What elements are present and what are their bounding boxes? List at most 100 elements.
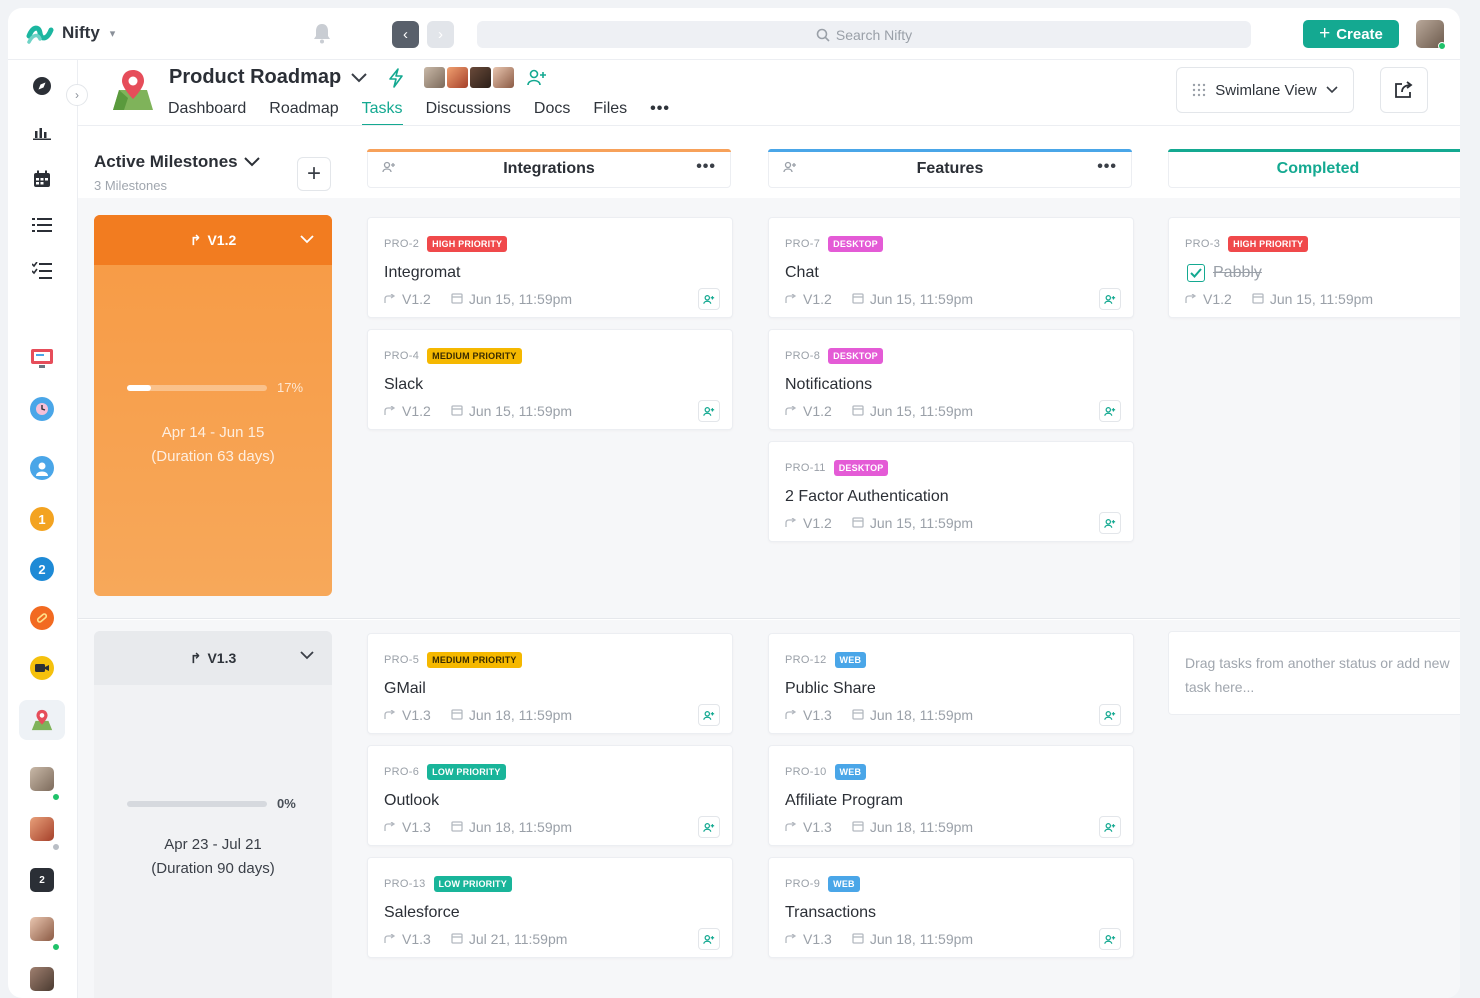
create-button[interactable]: + Create <box>1303 20 1399 48</box>
compass-icon[interactable] <box>30 74 54 98</box>
assign-user-icon[interactable] <box>698 288 720 310</box>
project-clock-icon[interactable] <box>30 397 54 421</box>
task-card[interactable]: PRO-13 LOW PRIORITY Salesforce V1.3 Jul 21, … <box>367 857 733 958</box>
tab-files[interactable]: Files <box>593 100 628 117</box>
task-title[interactable]: 2 Factor Authentication <box>785 488 949 505</box>
project-title[interactable]: Product Roadmap <box>169 66 367 89</box>
milestone-card-v13[interactable]: ↱ V1.3 0% Apr 23 - Jul 21 (Duration 90 d… <box>94 631 332 998</box>
list-icon[interactable] <box>30 213 54 237</box>
milestone-card-v12[interactable]: ↱ V1.2 17% Apr 14 - Jun 15 (Duration 63 … <box>94 215 332 596</box>
tab-roadmap[interactable]: Roadmap <box>269 100 339 117</box>
task-title[interactable]: Slack <box>384 376 424 393</box>
column-header-integrations[interactable]: Integrations ••• <box>367 149 731 188</box>
task-card[interactable]: PRO-7 DESKTOP Chat V1.2 Jun 15, 11:59pm <box>768 217 1134 318</box>
sidebar-expand-button[interactable]: › <box>66 84 88 106</box>
task-card[interactable]: PRO-10 WEB Affiliate Program V1.3 Jun 18, 11… <box>768 745 1134 846</box>
task-card[interactable]: PRO-2 HIGH PRIORITY Integromat V1.2 Jun 15, … <box>367 217 733 318</box>
task-card[interactable]: PRO-8 DESKTOP Notifications V1.2 Jun 15, 11:… <box>768 329 1134 430</box>
checklist-icon[interactable] <box>30 259 54 283</box>
reports-icon[interactable] <box>30 120 54 144</box>
workspace-switcher[interactable]: Nifty ▾ <box>26 20 115 46</box>
task-title[interactable]: Chat <box>785 264 819 281</box>
task-tag-badge[interactable]: LOW PRIORITY <box>433 876 512 892</box>
task-title[interactable]: Affiliate Program <box>785 792 903 809</box>
task-card[interactable]: PRO-11 DESKTOP 2 Factor Authentication V1.2… <box>768 441 1134 542</box>
completed-drop-zone[interactable]: Drag tasks from another status or add ne… <box>1168 631 1460 715</box>
member-avatar[interactable] <box>30 967 54 991</box>
tab-docs[interactable]: Docs <box>533 100 571 117</box>
task-tag-badge[interactable]: LOW PRIORITY <box>427 764 506 780</box>
automation-bolt-icon[interactable] <box>388 68 404 93</box>
chevron-down-icon[interactable] <box>300 647 314 663</box>
task-card[interactable]: PRO-9 WEB Transactions V1.3 Jun 18, 11:59pm <box>768 857 1134 958</box>
project-two-icon[interactable]: 2 <box>30 557 54 581</box>
member-avatars[interactable] <box>422 65 516 90</box>
search-input[interactable]: Search Nifty <box>477 21 1251 48</box>
assign-user-icon[interactable] <box>698 400 720 422</box>
member-avatar[interactable] <box>30 767 54 791</box>
member-avatar[interactable] <box>30 817 54 841</box>
column-header-completed[interactable]: Completed <box>1168 149 1460 188</box>
share-button[interactable] <box>1380 67 1428 113</box>
assign-user-icon[interactable] <box>1099 816 1121 838</box>
task-tag-badge[interactable]: HIGH PRIORITY <box>427 236 508 252</box>
task-card[interactable]: PRO-12 WEB Public Share V1.3 Jun 18, 11:59pm <box>768 633 1134 734</box>
task-title[interactable]: Transactions <box>785 904 876 921</box>
back-button[interactable]: ‹ <box>392 21 419 48</box>
assign-user-icon[interactable] <box>1099 288 1121 310</box>
task-tag-badge[interactable]: HIGH PRIORITY <box>1228 236 1309 252</box>
project-monitor-icon[interactable] <box>30 346 54 370</box>
task-title[interactable]: Pabbly <box>1213 264 1262 281</box>
task-title[interactable]: GMail <box>384 680 426 697</box>
calendar-icon[interactable] <box>30 167 54 191</box>
more-options-icon[interactable]: ••• <box>1097 158 1117 175</box>
task-card[interactable]: PRO-5 MEDIUM PRIORITY GMail V1.3 Jun 18, 11:… <box>367 633 733 734</box>
member-badge-two[interactable]: 2 <box>30 868 54 892</box>
forward-button[interactable]: › <box>427 21 454 48</box>
assign-user-icon[interactable] <box>1099 400 1121 422</box>
task-title[interactable]: Outlook <box>384 792 440 809</box>
assign-user-icon[interactable] <box>783 161 799 177</box>
task-title[interactable]: Notifications <box>785 376 873 393</box>
bell-icon[interactable] <box>312 22 332 44</box>
tab-discussions[interactable]: Discussions <box>425 100 511 117</box>
assign-user-icon[interactable] <box>382 161 398 177</box>
milestone-header[interactable]: ↱ V1.3 <box>94 631 332 685</box>
task-card[interactable]: PRO-4 MEDIUM PRIORITY Slack V1.2 Jun 15, 11:… <box>367 329 733 430</box>
task-tag-badge[interactable]: WEB <box>834 764 867 780</box>
milestones-filter[interactable]: Active Milestones <box>94 152 260 172</box>
project-roadmap-icon[interactable] <box>30 708 54 732</box>
chevron-down-icon[interactable] <box>300 231 314 247</box>
task-title[interactable]: Integromat <box>384 264 461 281</box>
assign-user-icon[interactable] <box>698 816 720 838</box>
assign-user-icon[interactable] <box>1099 512 1121 534</box>
assign-user-icon[interactable] <box>698 704 720 726</box>
task-tag-badge[interactable]: DESKTOP <box>828 348 883 364</box>
task-tag-badge[interactable]: DESKTOP <box>833 460 889 476</box>
task-complete-checkbox[interactable] <box>1187 264 1205 282</box>
add-member-icon[interactable] <box>526 68 548 90</box>
tab-dashboard[interactable]: Dashboard <box>168 100 247 117</box>
task-card[interactable]: PRO-3 HIGH PRIORITY Pabbly V1.2 Jun 15, 11:5… <box>1168 217 1460 318</box>
project-user-icon[interactable] <box>30 456 54 480</box>
task-title[interactable]: Public Share <box>785 680 876 697</box>
project-link-icon[interactable] <box>30 606 54 630</box>
member-avatar[interactable] <box>30 917 54 941</box>
task-title[interactable]: Salesforce <box>384 904 460 921</box>
column-header-features[interactable]: Features ••• <box>768 149 1132 188</box>
assign-user-icon[interactable] <box>1099 928 1121 950</box>
more-tabs-icon[interactable]: ••• <box>650 100 670 117</box>
task-tag-badge[interactable]: WEB <box>834 652 867 668</box>
more-options-icon[interactable]: ••• <box>696 158 716 175</box>
assign-user-icon[interactable] <box>1099 704 1121 726</box>
task-tag-badge[interactable]: DESKTOP <box>828 236 883 252</box>
project-one-icon[interactable]: 1 <box>30 507 54 531</box>
task-tag-badge[interactable]: MEDIUM PRIORITY <box>427 348 522 364</box>
task-tag-badge[interactable]: MEDIUM PRIORITY <box>427 652 522 668</box>
task-card[interactable]: PRO-6 LOW PRIORITY Outlook V1.3 Jun 18, 11:5… <box>367 745 733 846</box>
view-selector[interactable]: Swimlane View <box>1176 67 1354 113</box>
project-camera-icon[interactable] <box>30 656 54 680</box>
task-tag-badge[interactable]: WEB <box>828 876 860 892</box>
add-milestone-button[interactable]: + <box>297 157 331 191</box>
milestone-header[interactable]: ↱ V1.2 <box>94 215 332 265</box>
